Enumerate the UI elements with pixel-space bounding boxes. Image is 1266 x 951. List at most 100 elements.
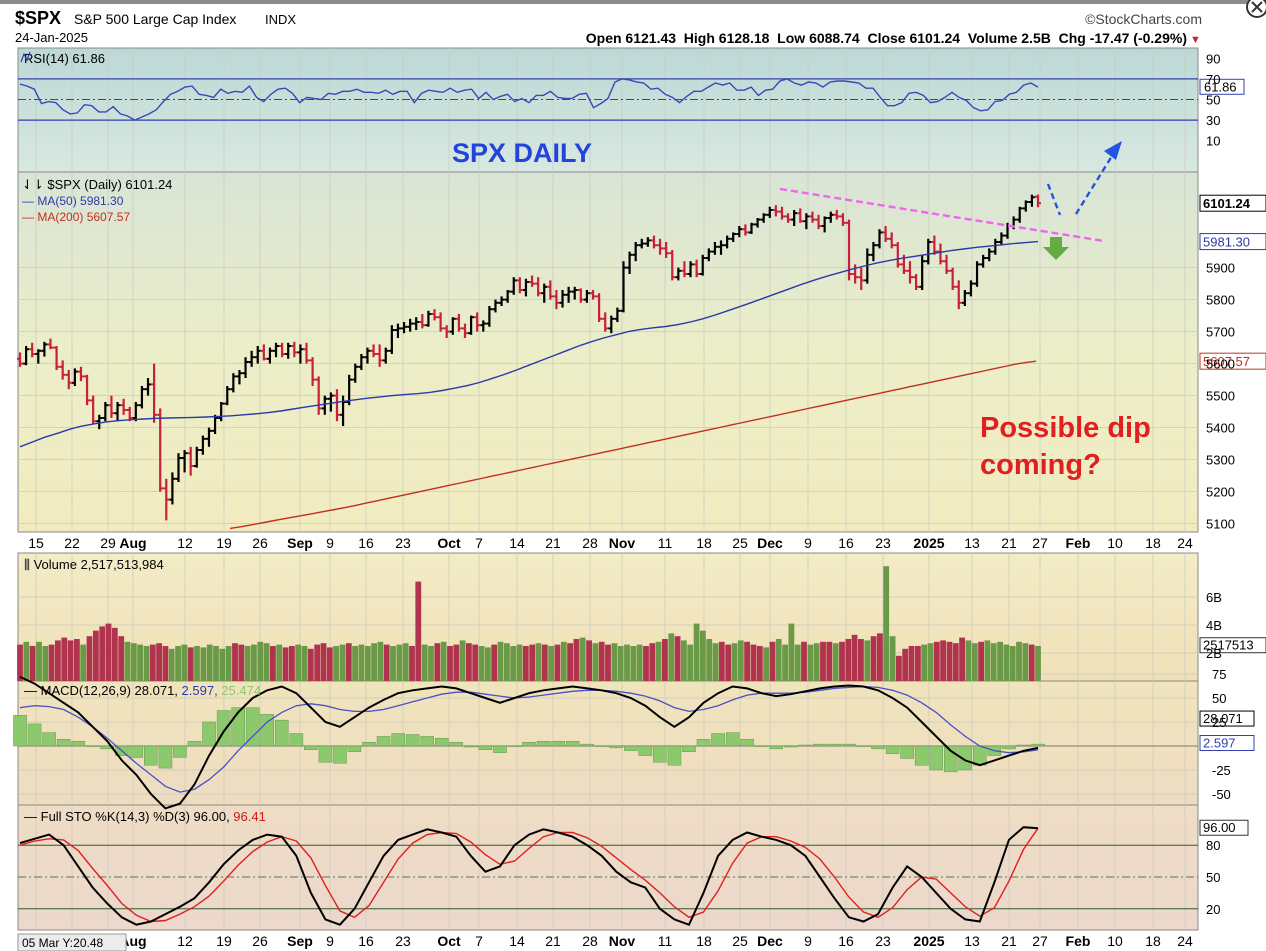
volume-bar (371, 643, 377, 681)
macd-histogram-bar (711, 733, 725, 747)
price-bar (864, 248, 871, 284)
price-bar (565, 286, 572, 303)
rsi-plot: 61.86 (18, 78, 1245, 121)
volume-value-box (1199, 637, 1266, 654)
macd-histogram-bar (289, 733, 304, 747)
volume-bar (952, 643, 959, 681)
rsi-value-label: 61.86 (1204, 79, 1237, 94)
volume-bar (649, 643, 656, 681)
price-bar (1028, 194, 1035, 207)
volume-bar (744, 641, 750, 681)
volume-bar (175, 646, 181, 681)
ma200-legend: — MA(200) 5607.57 (22, 210, 130, 224)
volume-bar (181, 644, 188, 681)
macd-tick-label: -50 (1212, 787, 1231, 802)
macd-histogram-bar (754, 745, 769, 747)
volume-bar (48, 644, 55, 681)
volume-bar (870, 636, 877, 681)
price-bar (279, 342, 286, 358)
volume-bar (592, 643, 599, 681)
price-bar (53, 346, 60, 370)
exchange: INDX (265, 12, 296, 27)
price-bar (803, 213, 810, 230)
volume-bar (586, 640, 592, 681)
macd-histogram-bar (595, 745, 609, 747)
price-bar (785, 213, 792, 223)
volume-bar (187, 647, 194, 681)
x-tick-label: 14 (509, 933, 525, 949)
rsi-tick-label: 30 (1206, 113, 1220, 128)
macd-histogram-bar (275, 719, 289, 747)
price-bar (407, 318, 414, 332)
x-tick-label: 25 (732, 535, 748, 551)
price-bar (199, 435, 206, 455)
price-bar (870, 242, 877, 262)
annotation-note-2: coming? (980, 449, 1101, 481)
price-bar (455, 314, 462, 332)
price-bar (949, 267, 956, 290)
ohlc-readout: Open 6121.43 High 6128.18 Low 6088.74 Cl… (586, 30, 1187, 46)
price-bar (967, 280, 974, 297)
x-tick-label: 28 (582, 535, 598, 551)
price-value-box (1199, 194, 1266, 212)
price-bar (730, 232, 737, 242)
volume-bar (244, 646, 251, 681)
volume-legend: ⫼ Volume 2,517,513,984 (24, 557, 164, 572)
price-bar (559, 290, 566, 308)
macd-histogram-bar (13, 715, 27, 747)
volume-bar (782, 644, 788, 681)
macd-histogram-bar (551, 741, 565, 747)
macd-histogram-bar (653, 745, 667, 763)
macd-histogram-bar (260, 714, 275, 747)
macd-histogram-bar (958, 745, 973, 771)
volume-bar (858, 639, 864, 681)
volume-bar (257, 641, 264, 681)
x-tick-label: 10 (1107, 535, 1123, 551)
price-bar (687, 261, 694, 278)
price-bar (413, 317, 420, 330)
volume-bar (124, 641, 131, 681)
price-bar (394, 323, 401, 338)
macd-histogram-bar (376, 736, 391, 747)
price-bar (602, 312, 609, 332)
volume-bar (1035, 646, 1041, 681)
x-tick-label: 23 (395, 535, 411, 551)
price-bar (626, 251, 633, 274)
volume-bar (111, 627, 118, 681)
price-bar (205, 427, 212, 447)
price-bar (138, 386, 145, 409)
price-bar (620, 261, 627, 313)
price-bar (303, 342, 310, 364)
price-bar (212, 414, 219, 434)
volume-bar (23, 641, 30, 681)
price-bar (681, 261, 688, 278)
volume-bar (864, 640, 871, 681)
x-tick-label: 9 (804, 933, 812, 949)
price-bar (17, 352, 23, 367)
macd-histogram-bar (580, 743, 594, 747)
volume-bar (712, 643, 719, 681)
price-bar (742, 224, 749, 236)
close-icon[interactable] (1246, 0, 1266, 18)
x-tick-label: 26 (252, 933, 268, 949)
volume-bar (788, 623, 795, 681)
volume-bar (535, 643, 542, 681)
price-bar (638, 238, 645, 249)
volume-bar (118, 636, 125, 681)
macd-tick-label: 50 (1212, 691, 1226, 706)
macd-histogram-bar (304, 745, 318, 750)
price-bar (913, 274, 920, 290)
macd-histogram-bar (362, 742, 376, 747)
x-tick-label: 18 (696, 535, 712, 551)
x-tick-label: 7 (475, 535, 483, 551)
macd-histogram-bar (667, 745, 682, 766)
x-tick-label: 9 (326, 535, 334, 551)
macd-histogram-bar (565, 741, 580, 747)
volume-bar (554, 644, 561, 681)
price-bar (736, 226, 743, 238)
price-value-label: 5607.57 (1203, 354, 1250, 369)
macd-histogram-bar (158, 745, 173, 769)
x-tick-label: 9 (326, 933, 334, 949)
price-bar (224, 386, 231, 406)
volume-bar (851, 634, 858, 681)
